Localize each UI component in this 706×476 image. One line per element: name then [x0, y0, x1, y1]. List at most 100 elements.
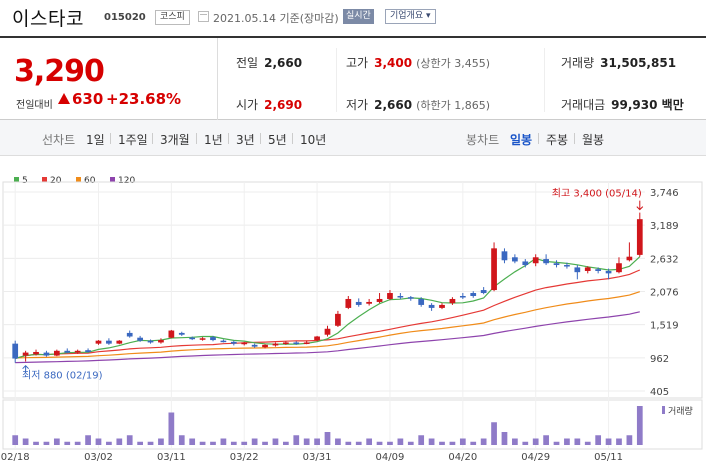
candle [137, 337, 143, 341]
volume-bar [272, 438, 279, 445]
volume-bar [407, 441, 414, 445]
legend-ma60: 60 [76, 176, 95, 186]
candle [376, 298, 383, 302]
tab-daily[interactable]: 일봉 [510, 133, 533, 147]
amount-cell: 거래대금 99,930 백만 [561, 96, 684, 113]
volume-bar [584, 441, 591, 445]
candle [459, 295, 466, 298]
tab-3m[interactable]: 3개월 [160, 133, 190, 147]
volume-bar [210, 441, 216, 445]
high-label: 고가 [346, 56, 369, 70]
volume-bar [397, 438, 404, 445]
volume-bar [168, 412, 175, 445]
tab-10y[interactable]: 10년 [300, 133, 327, 147]
candle [303, 342, 310, 344]
open-value: 2,690 [264, 98, 303, 112]
candle [230, 341, 237, 344]
stock-code: 015020 [104, 12, 146, 23]
candle [53, 350, 60, 356]
divider [110, 133, 111, 144]
chevron-down-icon: ▾ [426, 11, 431, 21]
volume-bar [241, 441, 248, 445]
candle [74, 350, 81, 353]
prev-close-label: 전일 [236, 56, 259, 70]
volume-bar [532, 438, 539, 445]
high-cell: 고가 3,400 (상한가 3,455) [346, 54, 490, 71]
x-tick-label: 03/11 [157, 452, 186, 463]
calendar-icon [198, 11, 209, 22]
market-badge: 코스피 [155, 10, 190, 25]
candle [366, 301, 373, 304]
volume-bar [543, 435, 549, 445]
candle [324, 328, 331, 335]
x-tick-label: 04/29 [521, 452, 550, 463]
candle [439, 304, 445, 308]
volume-legend-label: 거래량 [668, 405, 693, 417]
divider [228, 133, 229, 144]
x-tick-label: 03/22 [230, 452, 259, 463]
x-tick-label: 02/18 [1, 452, 30, 463]
candle [501, 251, 508, 261]
tab-1w[interactable]: 1주일 [118, 133, 148, 147]
y-tick-label: 3,746 [650, 188, 679, 199]
current-price: 3,290 [14, 54, 105, 89]
candle [262, 344, 268, 348]
volume-bar [106, 441, 112, 445]
volume-bar [251, 438, 258, 445]
volume-bar [480, 438, 487, 445]
volume-bar [303, 438, 310, 445]
x-tick-label: 03/02 [84, 452, 113, 463]
high-value: 3,400 [374, 56, 413, 70]
candle [522, 261, 529, 266]
candle [564, 265, 570, 267]
legend-ma120: 120 [110, 176, 135, 186]
company-info-dropdown[interactable]: 기업개요 ▾ [385, 9, 436, 24]
volume-bar [366, 438, 373, 445]
volume-panel-frame [2, 399, 703, 450]
volume-bar [501, 432, 508, 445]
low-value: 2,660 [374, 98, 413, 112]
lower-limit: (하한가 1,865) [416, 99, 490, 112]
candle [626, 256, 633, 261]
tab-weekly[interactable]: 주봉 [546, 133, 569, 147]
volume-bar [574, 438, 581, 445]
candle [355, 301, 362, 305]
y-tick-label: 1,519 [650, 321, 679, 332]
tab-1d[interactable]: 1일 [86, 133, 105, 147]
candle [574, 267, 581, 273]
legend-ma60-label: 60 [84, 176, 96, 186]
candle [241, 342, 248, 345]
tab-1y[interactable]: 1년 [204, 133, 223, 147]
legend-ma20: 20 [42, 176, 61, 186]
divider [538, 133, 539, 144]
ma20-line [15, 269, 641, 360]
candle [43, 352, 50, 356]
x-tick-label: 03/31 [303, 452, 332, 463]
volume-bar [262, 441, 268, 445]
divider [292, 133, 293, 144]
volume-bar [345, 441, 352, 445]
candle [636, 219, 643, 255]
tab-monthly[interactable]: 월봉 [582, 133, 605, 147]
price-chart[interactable]: 3,746 3,189 2,632 2,076 1,519 962 405 02/18 03/0… [0, 160, 706, 476]
candle [293, 342, 300, 344]
realtime-button[interactable]: 실시간 [343, 9, 374, 24]
x-tick-label: 04/20 [448, 452, 477, 463]
legend-ma5-label: 5 [22, 176, 28, 186]
candle [199, 338, 206, 340]
candle [147, 340, 154, 343]
tab-3y[interactable]: 3년 [236, 133, 255, 147]
base-date: 2021.05.14 기준(장마감) [213, 12, 339, 25]
volume-bar [470, 441, 477, 445]
high-annotation: 최고 3,400 (05/14) [552, 188, 642, 200]
candle-chart-label: 봉차트 [466, 133, 500, 147]
candle [282, 342, 289, 344]
upper-limit: (상한가 3,455) [416, 57, 490, 70]
candle [33, 351, 39, 355]
legend-ma20-label: 20 [50, 176, 62, 186]
tab-5y[interactable]: 5년 [268, 133, 287, 147]
volume-bar [491, 422, 497, 445]
candle [220, 340, 227, 343]
y-tick-label: 405 [650, 387, 669, 398]
candle [335, 313, 341, 326]
